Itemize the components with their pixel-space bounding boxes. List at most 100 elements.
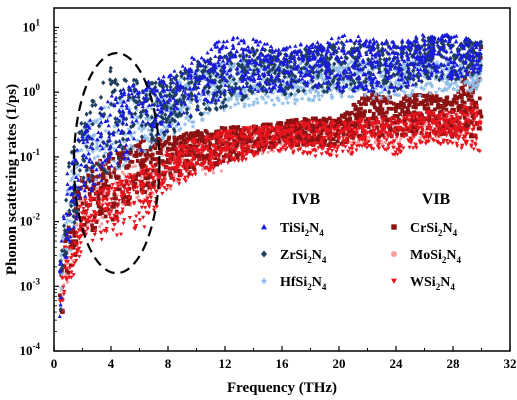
data-point	[127, 152, 132, 156]
data-point	[325, 84, 330, 90]
data-point	[417, 102, 421, 107]
data-point	[250, 136, 255, 141]
data-point	[401, 77, 407, 82]
data-point	[139, 170, 145, 175]
data-point	[214, 138, 219, 142]
data-point	[275, 124, 280, 129]
data-point	[67, 275, 72, 280]
data-point	[205, 153, 210, 158]
data-point	[185, 145, 190, 150]
data-point	[158, 147, 163, 152]
data-point	[304, 136, 309, 141]
data-point	[193, 140, 198, 145]
data-point	[139, 182, 144, 187]
data-point	[322, 127, 327, 132]
data-point	[135, 137, 141, 143]
data-point	[220, 99, 226, 105]
data-point	[315, 128, 320, 133]
data-point	[364, 121, 369, 126]
data-point	[76, 189, 81, 194]
data-point	[79, 185, 84, 190]
data-point	[446, 101, 451, 106]
data-point	[271, 144, 276, 149]
data-point	[322, 120, 327, 124]
data-point	[347, 112, 352, 116]
data-point	[386, 146, 391, 151]
data-point	[452, 62, 458, 68]
data-point	[319, 88, 325, 94]
data-point	[64, 266, 69, 271]
data-point	[334, 65, 340, 71]
data-point	[118, 120, 124, 125]
data-point	[405, 98, 409, 103]
data-point	[221, 107, 227, 113]
data-point	[348, 84, 354, 90]
data-point	[426, 121, 431, 126]
data-point	[439, 88, 446, 93]
data-point	[427, 80, 434, 86]
data-point	[327, 116, 332, 121]
data-point	[330, 149, 335, 153]
data-point	[77, 148, 83, 153]
data-point	[277, 131, 282, 136]
data-point	[444, 113, 449, 118]
data-point	[302, 91, 308, 96]
data-point	[105, 220, 110, 225]
data-point	[270, 66, 275, 72]
data-point	[260, 140, 265, 144]
data-point	[184, 169, 189, 174]
data-point	[221, 159, 226, 163]
data-point	[118, 159, 123, 164]
data-point	[67, 246, 72, 251]
data-point	[254, 143, 260, 148]
data-point	[94, 220, 99, 224]
data-point	[204, 71, 210, 77]
data-point	[153, 169, 158, 174]
data-point	[433, 89, 439, 95]
data-point	[298, 147, 303, 152]
data-point	[310, 116, 315, 121]
data-point	[367, 131, 373, 135]
data-point	[270, 90, 276, 96]
data-point	[199, 117, 205, 123]
data-point	[90, 223, 94, 228]
data-point	[94, 192, 99, 196]
data-point	[351, 141, 357, 146]
data-point	[395, 119, 400, 124]
data-point	[229, 78, 235, 83]
data-point	[411, 119, 416, 124]
data-point	[330, 82, 337, 87]
data-point	[281, 145, 286, 150]
data-point	[448, 102, 453, 107]
data-point	[202, 140, 207, 145]
data-point	[215, 161, 220, 165]
data-point	[80, 178, 84, 183]
data-point	[457, 134, 462, 139]
data-point	[169, 157, 174, 162]
data-point	[112, 201, 117, 206]
data-point	[170, 147, 175, 151]
data-point	[401, 50, 406, 56]
data-point	[439, 77, 446, 83]
data-point	[458, 64, 465, 69]
data-point	[335, 146, 340, 151]
data-point	[357, 112, 361, 117]
data-point	[380, 142, 384, 146]
data-point	[112, 192, 117, 197]
data-point	[67, 201, 73, 206]
data-point	[85, 147, 91, 153]
data-point	[69, 168, 75, 174]
data-point	[319, 67, 324, 73]
data-point	[361, 142, 367, 147]
data-point	[338, 84, 344, 89]
data-point	[323, 86, 329, 92]
data-point	[84, 203, 89, 207]
data-point	[298, 84, 304, 90]
data-point	[267, 132, 272, 137]
data-point	[386, 106, 391, 111]
data-point	[304, 117, 309, 122]
data-point	[77, 236, 82, 241]
data-point	[431, 131, 436, 136]
data-point	[445, 123, 450, 128]
data-point	[352, 48, 358, 54]
